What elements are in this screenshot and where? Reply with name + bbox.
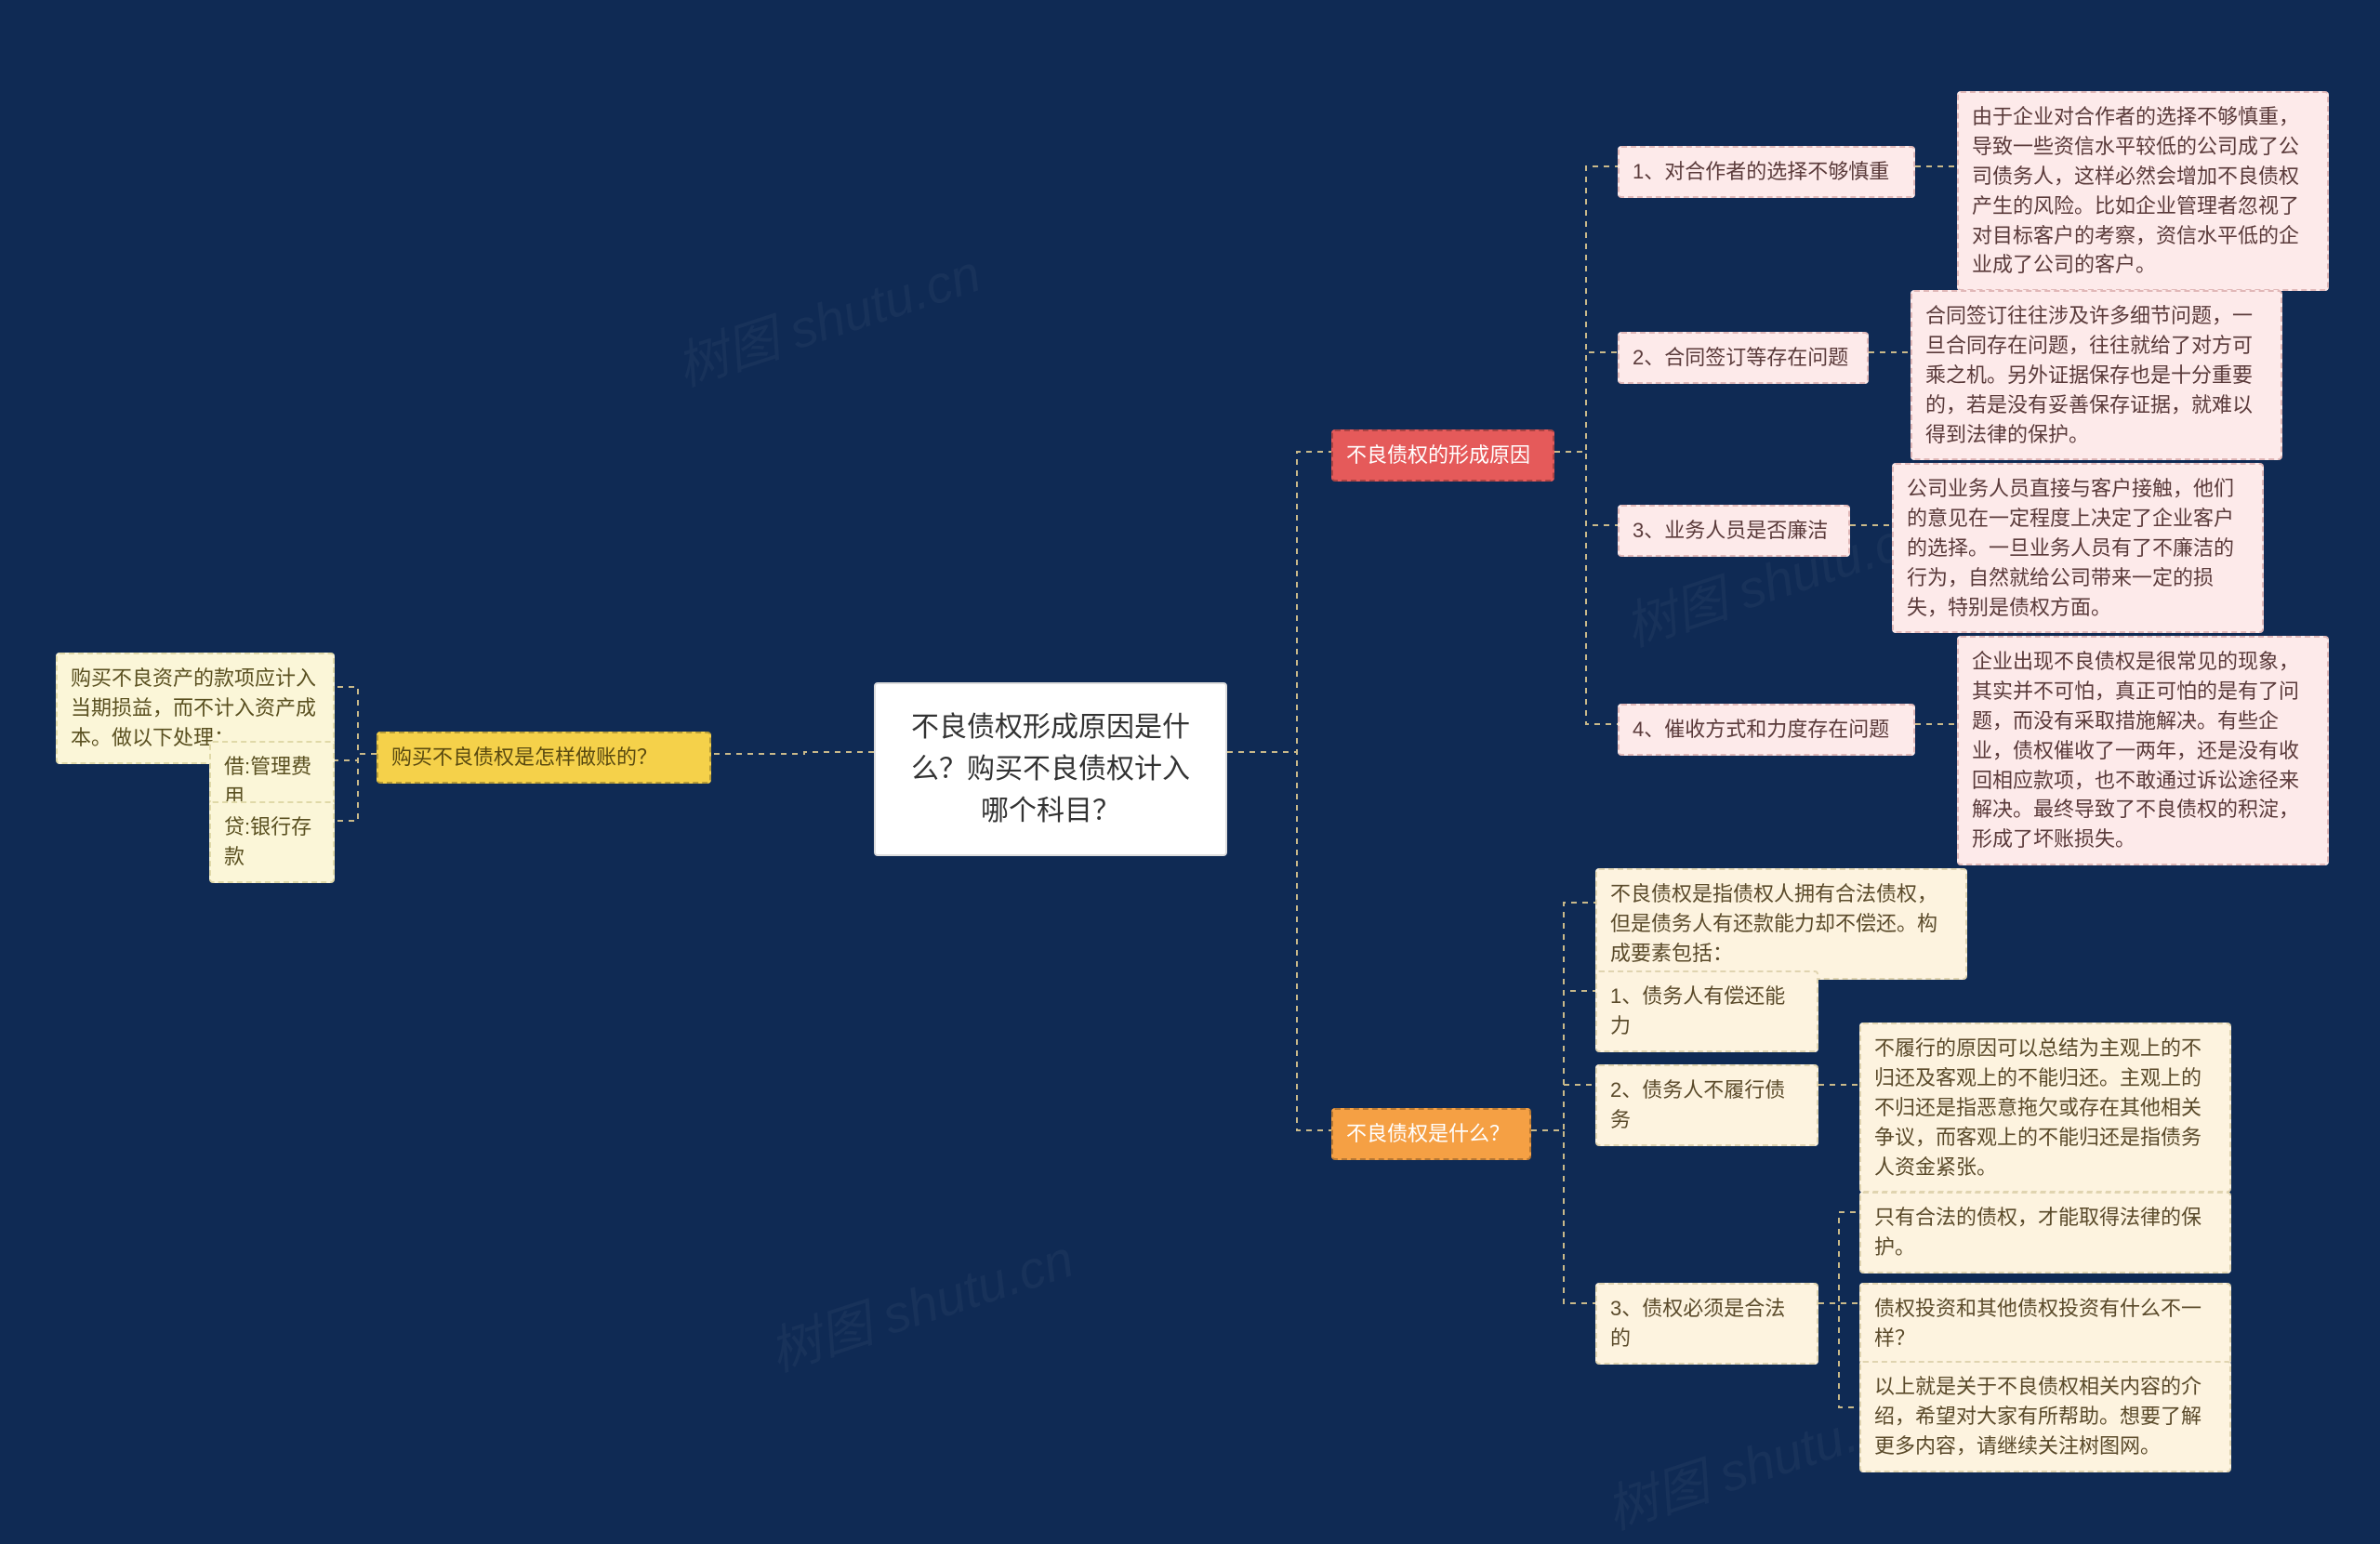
def-point-3[interactable]: 3、债权必须是合法的 [1595,1283,1818,1365]
connector [1531,991,1595,1130]
connector [1531,1085,1595,1130]
cause-2-detail: 合同签订往往涉及许多细节问题，一旦合同存在问题，往往就给了对方可乘之机。另外证据… [1911,290,2282,460]
cause-2-title[interactable]: 2、合同签订等存在问题 [1618,332,1869,384]
connector [1554,352,1618,452]
cause-3-detail: 公司业务人员直接与客户接触，他们的意见在一定程度上决定了企业客户的选择。一旦业务… [1892,463,2264,633]
cause-3-title[interactable]: 3、业务人员是否廉洁 [1618,505,1850,557]
def-point-3b: 债权投资和其他债权投资有什么不一样？ [1859,1283,2231,1365]
connector [1818,1303,1859,1407]
branch-causes[interactable]: 不良债权的形成原因 [1331,429,1554,482]
watermark: 树图 shutu.cn [666,232,989,402]
root-node[interactable]: 不良债权形成原因是什么？购买不良债权计入哪个科目？ [874,682,1227,856]
branch-definition[interactable]: 不良债权是什么？ [1331,1108,1531,1160]
leaf-accounting-credit: 贷:银行存款 [209,801,335,883]
cause-4-detail: 企业出现不良债权是很常见的现象，其实并不可怕，真正可怕的是有了问题，而没有采取措… [1957,636,2329,865]
connector [1554,452,1618,525]
connector [335,687,377,754]
connector [1227,452,1331,752]
connector [1531,903,1595,1130]
branch-accounting[interactable]: 购买不良债权是怎样做账的？ [377,732,711,784]
def-point-2-detail: 不履行的原因可以总结为主观上的不归还及客观上的不能归还。主观上的不归还是指恶意拖… [1859,1023,2231,1193]
connector [1227,752,1331,1130]
connector [1531,1130,1595,1303]
connector [335,754,377,760]
def-point-1[interactable]: 1、债务人有偿还能力 [1595,970,1818,1052]
def-intro: 不良债权是指债权人拥有合法债权，但是债务人有还款能力却不偿还。构成要素包括： [1595,868,1967,980]
connector [335,754,377,821]
connector [1818,1212,1859,1303]
cause-1-title[interactable]: 1、对合作者的选择不够慎重 [1618,146,1915,198]
connector [1554,452,1618,724]
connector [711,752,874,754]
def-point-3c: 以上就是关于不良债权相关内容的介绍，希望对大家有所帮助。想要了解更多内容，请继续… [1859,1361,2231,1472]
watermark: 树图 shutu.cn [759,1218,1082,1387]
cause-4-title[interactable]: 4、催收方式和力度存在问题 [1618,704,1915,756]
def-point-3a: 只有合法的债权，才能取得法律的保护。 [1859,1192,2231,1273]
cause-1-detail: 由于企业对合作者的选择不够慎重，导致一些资信水平较低的公司成了公司债务人，这样必… [1957,91,2329,291]
connector [1554,166,1618,452]
def-point-2[interactable]: 2、债务人不履行债务 [1595,1064,1818,1146]
